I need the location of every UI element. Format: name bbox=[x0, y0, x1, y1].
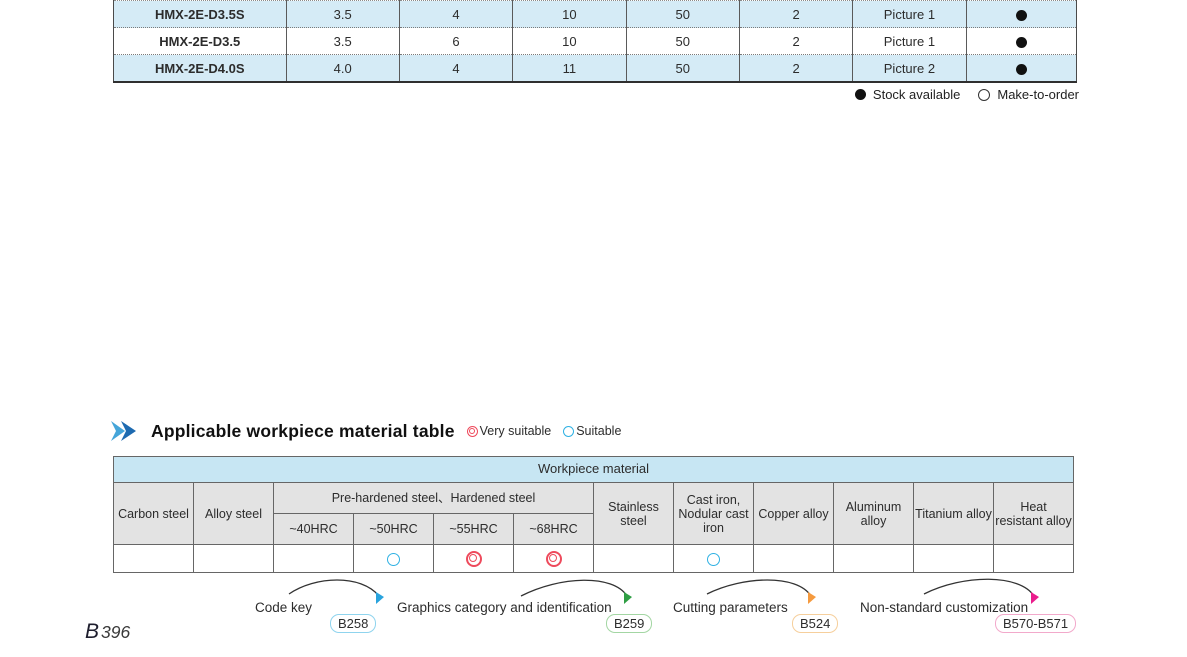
col-header-copper-alloy: Copper alloy bbox=[753, 482, 834, 545]
availability-cell bbox=[965, 27, 1077, 55]
col-header-aluminum-alloy: Aluminum alloy bbox=[833, 482, 914, 545]
suitability-cell bbox=[992, 544, 1075, 573]
very-suitable-mark bbox=[465, 550, 482, 567]
value-cell: 2 bbox=[738, 0, 853, 28]
suitability-cell bbox=[433, 544, 514, 573]
suitability-cell bbox=[833, 544, 914, 573]
suitability-cell bbox=[353, 544, 434, 573]
page-ref-badge: B259 bbox=[606, 614, 653, 633]
page-number: B 396 bbox=[85, 620, 130, 644]
value-cell: 2 bbox=[738, 27, 853, 55]
col-header-titanium-alloy: Titanium alloy bbox=[913, 482, 994, 545]
suitability-legend: Very suitable Suitable bbox=[466, 424, 621, 438]
legend-suitable-label: Suitable bbox=[576, 424, 622, 438]
model-cell: HMX-2E-D4.0S bbox=[154, 60, 245, 76]
open-circle-icon bbox=[978, 88, 991, 101]
value-cell: 4 bbox=[398, 0, 513, 28]
model-cell: HMX-2E-D3.5S bbox=[113, 0, 287, 28]
value-cell: Picture 1 bbox=[852, 27, 967, 55]
curved-arrow-icon bbox=[520, 579, 632, 604]
annotation-label: Non-standard customization bbox=[860, 600, 1029, 615]
annotation-label: Graphics category and identification bbox=[397, 600, 612, 615]
value-cell: 10 bbox=[512, 27, 627, 55]
material-marks-row bbox=[113, 544, 1075, 573]
legend-very-suitable-label: Very suitable bbox=[479, 424, 552, 438]
value-cell: Picture 2 bbox=[852, 54, 967, 82]
legend-stock-available: Stock available bbox=[854, 87, 961, 102]
curved-arrow-icon bbox=[288, 579, 384, 604]
page-number-value: 396 bbox=[101, 622, 131, 642]
legend-very-suitable: Very suitable bbox=[466, 424, 552, 438]
value-cell: 3.5 bbox=[285, 27, 400, 55]
col-header-stainless-steel: Stainless steel bbox=[593, 482, 674, 545]
value-cell: Picture 1 bbox=[852, 0, 967, 28]
very-suitable-mark bbox=[545, 550, 562, 567]
double-arrow-icon bbox=[111, 421, 136, 441]
availability-legend: Stock available Make-to-order bbox=[854, 87, 1079, 102]
page-ref-badge: B258 bbox=[330, 614, 377, 633]
filled-circle-icon bbox=[854, 89, 866, 100]
page-number-prefix: B bbox=[85, 620, 100, 643]
material-table-band-title: Workpiece material bbox=[112, 456, 1075, 483]
value-cell: 50 bbox=[625, 54, 740, 82]
curved-arrow-icon bbox=[923, 578, 1039, 604]
col-header-carbon-steel: Carbon steel bbox=[113, 482, 194, 545]
availability-cell bbox=[965, 54, 1077, 82]
col-header-40hrc: ~40HRC bbox=[273, 513, 354, 545]
table-row: HMX-2E-D4.0S 4.0 4 11 50 2 Picture 2 bbox=[113, 54, 1077, 82]
suitability-cell bbox=[513, 544, 594, 573]
suitability-cell bbox=[913, 544, 994, 573]
page-ref-badge: B570-B571 bbox=[995, 614, 1077, 633]
value-cell: 4.0 bbox=[285, 54, 400, 82]
page-ref-badge: B524 bbox=[792, 614, 839, 633]
col-header-68hrc: ~68HRC bbox=[513, 513, 594, 545]
value-cell: 3.5 bbox=[285, 0, 400, 28]
suitability-cell bbox=[113, 544, 194, 573]
suitable-mark bbox=[387, 552, 400, 566]
legend-suitable: Suitable bbox=[563, 424, 621, 438]
value-cell: 4 bbox=[398, 54, 513, 82]
col-header-50hrc: ~50HRC bbox=[353, 513, 434, 545]
stock-available-icon bbox=[1015, 63, 1027, 75]
workpiece-material-table: Workpiece material Carbon steel Alloy st… bbox=[112, 456, 1075, 573]
col-header-hardened-steel-group: Pre-hardened steel、Hardened steel bbox=[273, 482, 594, 514]
table-row: HMX-2E-D3.5 3.5 6 10 50 2 Picture 1 bbox=[113, 27, 1077, 55]
model-cell: HMX-2E-D3.5 bbox=[113, 27, 287, 55]
legend-make-to-order: Make-to-order bbox=[978, 87, 1079, 102]
availability-cell bbox=[965, 0, 1077, 28]
value-cell: 11 bbox=[512, 54, 627, 82]
table-row: HMX-2E-D3.5S 3.5 4 10 50 2 Picture 1 bbox=[113, 0, 1077, 28]
annotation-label: Code key bbox=[255, 600, 313, 615]
product-table: HMX-2E-D3.5S 3.5 4 10 50 2 Picture 1 HMX-2E-D3.… bbox=[113, 0, 1077, 83]
section-heading: Applicable workpiece material table Very… bbox=[110, 419, 621, 443]
col-header-alloy-steel: Alloy steel bbox=[193, 482, 274, 545]
suitable-mark bbox=[707, 552, 720, 566]
legend-stock-label: Stock available bbox=[872, 87, 961, 102]
suitability-cell bbox=[593, 544, 674, 573]
suitability-cell bbox=[273, 544, 354, 573]
value-cell: 10 bbox=[512, 0, 627, 28]
value-cell: 50 bbox=[625, 0, 740, 28]
legend-make-to-order-label: Make-to-order bbox=[997, 87, 1079, 102]
section-title: Applicable workpiece material table bbox=[151, 420, 455, 441]
suitability-cell bbox=[193, 544, 274, 573]
curved-arrow-icon bbox=[706, 579, 816, 604]
value-cell: 50 bbox=[625, 27, 740, 55]
col-header-heat-resistant-alloy: Heat resistant alloy bbox=[992, 482, 1075, 545]
very-suitable-icon bbox=[466, 425, 478, 437]
suitability-cell bbox=[753, 544, 834, 573]
stock-available-icon bbox=[1015, 9, 1027, 21]
suitable-icon bbox=[563, 425, 575, 437]
value-cell: 2 bbox=[738, 54, 853, 82]
annotation-label: Cutting parameters bbox=[673, 600, 788, 615]
col-header-cast-iron: Cast iron, Nodular cast iron bbox=[673, 482, 754, 545]
suitability-cell bbox=[673, 544, 754, 573]
value-cell: 6 bbox=[398, 27, 513, 55]
col-header-55hrc: ~55HRC bbox=[433, 513, 514, 545]
product-table-body: HMX-2E-D3.5S 3.5 4 10 50 2 Picture 1 HMX-2E-D3.… bbox=[113, 0, 1077, 82]
stock-available-icon bbox=[1015, 36, 1027, 48]
